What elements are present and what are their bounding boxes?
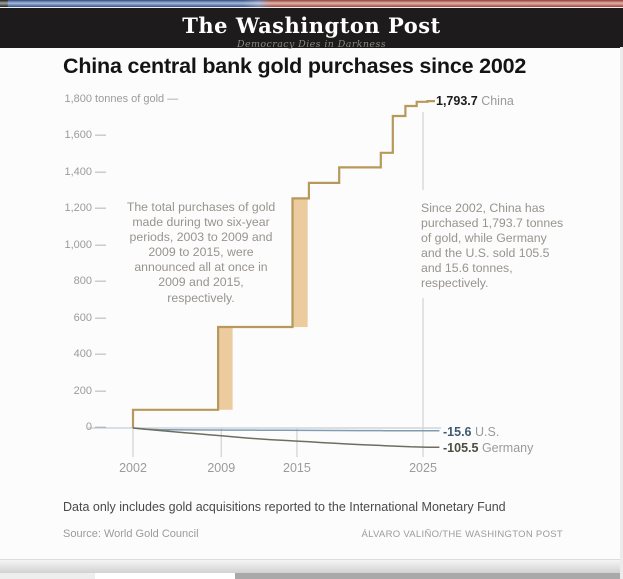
masthead: The Washington Post Democracy Dies in Da… (0, 7, 623, 50)
y-tick-value: 1,000 (64, 238, 92, 251)
y-axis-label: 800 — (62, 275, 106, 287)
y-tick-value: 1,600 (64, 129, 92, 142)
us-end-label: -15.6 U.S. (443, 425, 499, 439)
y-tick-value: 400 (73, 348, 92, 361)
source-line: Source: World Gold Council (63, 528, 199, 540)
y-tick-dash: — (92, 275, 107, 288)
y-tick-value: 800 (73, 275, 92, 288)
scrollbar-thumb[interactable] (95, 573, 235, 579)
series-line-germany (132, 427, 440, 448)
y-axis-label: 1,600 — (62, 129, 106, 141)
x-axis-label: 2009 (207, 461, 236, 475)
y-tick-value: 0 (85, 421, 92, 433)
us-value: -15.6 (443, 425, 472, 439)
y-axis-label: 1,800 tonnes of gold — (62, 93, 178, 105)
y-tick-value: 200 (73, 384, 92, 397)
y-tick-dash: — (92, 311, 107, 324)
annotation-line: purchased 1,793.7 tonnes (421, 216, 564, 231)
y-tick-dash: — (92, 129, 107, 142)
china-name: China (481, 94, 514, 108)
y-axis-label: 1,200 — (62, 202, 106, 214)
annotation-line: respectively. (421, 276, 489, 291)
masthead-tagline: Democracy Dies in Darkness (236, 39, 387, 50)
window-bottom-edge (0, 559, 623, 574)
annotation-line: Since 2002, China has (421, 201, 545, 215)
credit-line: ÁLVARO VALIÑO/THE WASHINGTON POST (361, 529, 563, 540)
annotation-line: 2009 and 2015, (158, 275, 244, 290)
annotation-left: The total purchases of gold made during t… (116, 200, 286, 306)
annotation-line: announced all at once in (134, 260, 268, 275)
scrollbar-track-left (0, 573, 95, 579)
y-tick-value: 1,200 (64, 202, 92, 215)
annotation-line: 2009 to 2015, were (148, 245, 254, 260)
annotation-line: and the U.S. sold 105.5 (421, 246, 550, 261)
annotation-line: made during two six-year (132, 215, 270, 230)
y-tick-value: 1,800 (64, 93, 92, 105)
annotation-line: of gold, while Germany (421, 231, 547, 246)
y-tick-dash: — (92, 165, 107, 178)
y-tick-dash: — (92, 421, 107, 433)
x-axis-label: 2025 (409, 461, 437, 475)
germany-name: Germany (481, 441, 534, 455)
y-tick-dash: — (92, 384, 107, 397)
horizontal-scrollbar[interactable] (0, 573, 623, 579)
y-tick-dash: tonnes of gold — (92, 93, 179, 105)
china-end-label: 1,793.7 China (436, 94, 514, 108)
y-axis-label: 1,000 — (62, 239, 106, 251)
annotation-line: and 15.6 tonnes, (421, 261, 513, 276)
window-right-edge (620, 47, 623, 579)
annotation-line: The total purchases of gold (126, 200, 276, 214)
chart-title: China central bank gold purchases since … (63, 54, 527, 78)
highlight-band (218, 327, 233, 410)
y-tick-dash: — (92, 348, 107, 361)
highlight-band (292, 198, 308, 328)
y-axis-label: 200 — (62, 385, 106, 397)
us-name: U.S. (474, 425, 500, 439)
y-axis-label: 1,400 — (62, 166, 106, 178)
germany-value: -105.5 (443, 441, 479, 455)
y-axis-label: 0 — (62, 421, 106, 433)
annotation-line: periods, 2003 to 2009 and (129, 230, 273, 245)
x-axis-label: 2015 (283, 461, 311, 475)
series-line-us (132, 427, 440, 432)
top-color-stripe (0, 0, 623, 7)
annotation-line: respectively. (167, 290, 235, 305)
masthead-logo: The Washington Post (182, 13, 441, 38)
y-axis-label: 600 — (62, 312, 106, 324)
y-tick-value: 600 (73, 311, 92, 324)
china-value: 1,793.7 (436, 94, 478, 108)
footnote: Data only includes gold acquisitions rep… (63, 500, 506, 514)
y-tick-value: 1,400 (64, 165, 92, 178)
y-tick-dash: — (92, 238, 107, 251)
germany-end-label: -105.5 Germany (443, 441, 533, 455)
y-tick-dash: — (92, 202, 107, 215)
y-axis-label: 400 — (62, 348, 106, 360)
x-axis-label: 2002 (119, 461, 147, 475)
annotation-right: Since 2002, China has purchased 1,793.7 t… (421, 201, 573, 292)
